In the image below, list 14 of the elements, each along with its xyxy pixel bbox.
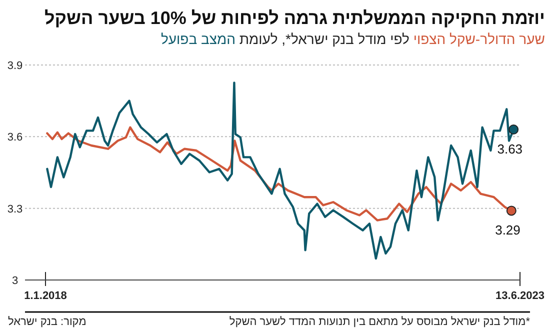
x-tick-label: 1.1.2018 [24, 290, 67, 302]
text: המצב בפועל [160, 31, 240, 47]
y-tick-label: 3.3 [7, 203, 23, 216]
chart-subtitle: לפי מודל בנק ישראל*, לעומת [239, 31, 414, 47]
y-tick-label: 3 [12, 275, 18, 287]
x-tick-label: 13.6.2023 [496, 290, 544, 302]
text: שער הדולר-שקל הצפוי [413, 31, 545, 47]
annotation: 3.63 [497, 142, 523, 156]
y-tick-label: 3.6 [7, 132, 23, 144]
annotation: 3.29 [495, 222, 520, 238]
y-tick-label: 3.9 [7, 60, 23, 72]
chart-title: יוזמת החקיקה הממשלתית גרמה לפיחות של 10% בשער השקל [44, 8, 545, 28]
text: *מודל בנק ישראל מבוסס על מתאם בין תנועות המדד לשער השקל [229, 316, 531, 328]
text: מקור: בנק ישראל [8, 316, 86, 328]
